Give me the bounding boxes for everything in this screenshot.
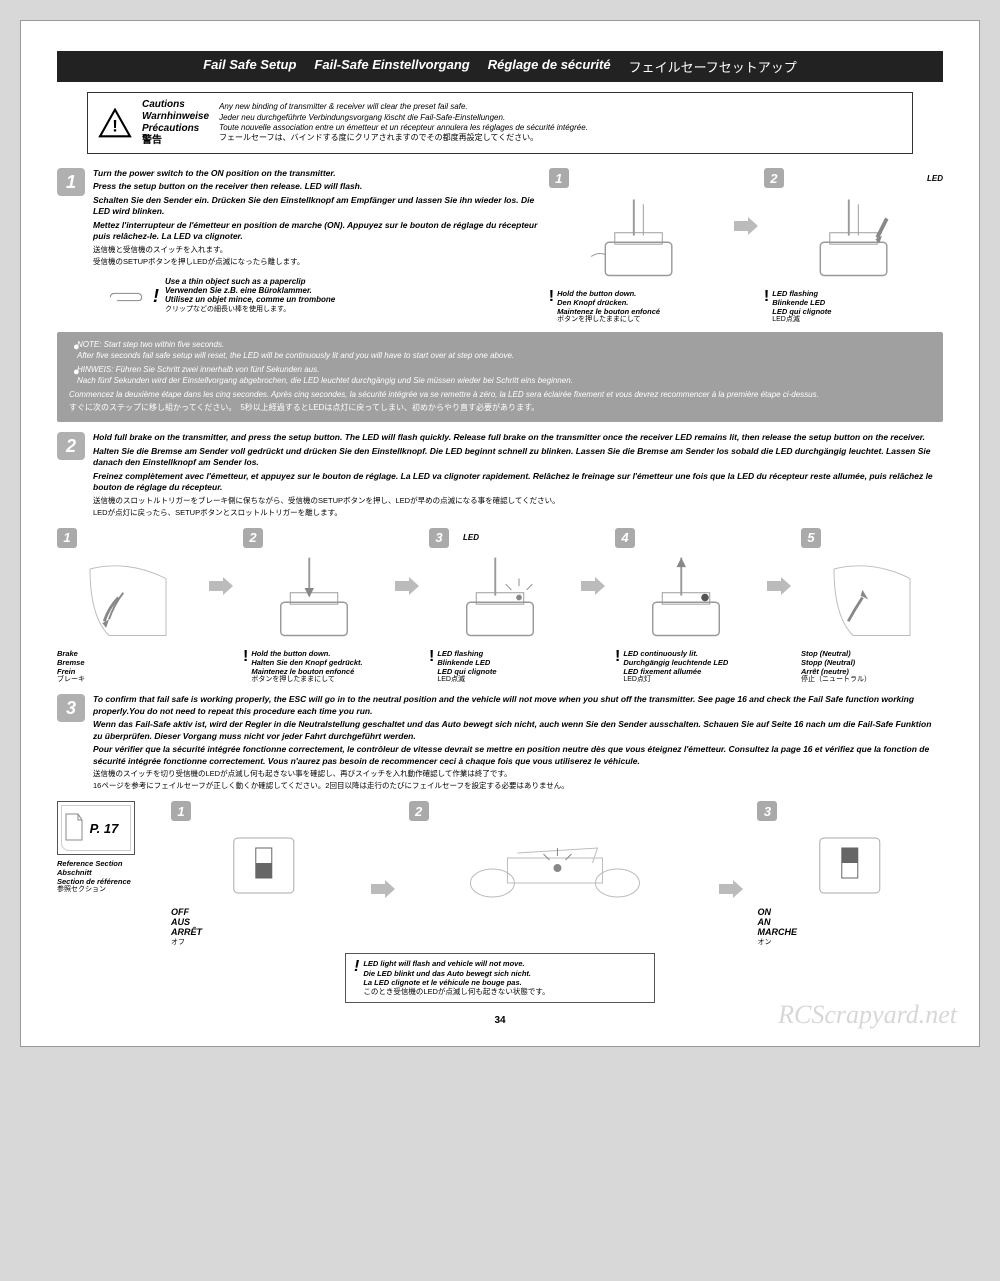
step-3-text: To confirm that fail safe is working pro… xyxy=(93,694,943,793)
exclamation-icon: ! xyxy=(764,289,769,324)
caution-title-jp: 警告 xyxy=(142,135,209,147)
svg-text:!: ! xyxy=(112,116,118,135)
timing-note: ● NOTE: Start step two within five secon… xyxy=(57,332,943,422)
caution-title-en: Cautions xyxy=(142,99,209,111)
step-number-1: 1 xyxy=(57,168,85,196)
arrow-right-icon xyxy=(719,880,743,898)
exclamation-icon: ! xyxy=(429,649,434,684)
switch-off-icon xyxy=(171,823,357,903)
warning-triangle-icon: ! xyxy=(98,108,132,138)
page-reference-icon: P. 17 xyxy=(57,801,135,855)
exclamation-icon: ! xyxy=(549,289,554,324)
transmitter-brake-icon xyxy=(57,550,199,645)
step-2: 2 Hold full brake on the transmitter, an… xyxy=(57,432,943,520)
header-jp: フェイルセーフセットアップ xyxy=(629,57,797,76)
receiver-led-flash-icon xyxy=(429,550,571,645)
reference-section: P. 17 Reference Section Abschnitt Sectio… xyxy=(57,801,157,894)
manual-page: Fail Safe Setup Fail-Safe Einstellvorgan… xyxy=(20,20,980,1047)
header-de: Fail-Safe Einstellvorgang xyxy=(314,57,469,76)
header-en: Fail Safe Setup xyxy=(203,57,296,76)
led-flash-note: ! LED light will flash and vehicle will … xyxy=(345,953,655,1003)
caution-text: Any new binding of transmitter & receive… xyxy=(219,102,588,144)
arrow-right-icon xyxy=(767,577,791,595)
paperclip-icon xyxy=(107,286,147,306)
step-number-2: 2 xyxy=(57,432,85,460)
caution-box: ! Cautions Warnhinweise Précautions 警告 A… xyxy=(87,92,913,154)
arrow-right-icon xyxy=(209,577,233,595)
receiver-diagram-icon xyxy=(549,190,728,285)
step-2-text: Hold full brake on the transmitter, and … xyxy=(93,432,943,520)
led-label: LED xyxy=(927,174,943,183)
exclamation-icon: ! xyxy=(153,287,159,305)
exclamation-icon: ! xyxy=(243,649,248,684)
step2-diagrams: 1 Brake Bremse Frein ブレーキ 2 ! Hold the b… xyxy=(57,528,943,684)
step1-fig1: 1 ! Hold the button down. Den Knopf drüc… xyxy=(549,168,728,324)
receiver-led-solid-icon xyxy=(615,550,757,645)
arrow-right-icon xyxy=(581,577,605,595)
caution-title-de: Warnhinweise xyxy=(142,111,209,123)
step-1-text: Turn the power switch to the ON position… xyxy=(93,168,539,269)
step1-fig2: 2 LED ! LED flashing Blinkende LED LED q… xyxy=(764,168,943,324)
exclamation-icon: ! xyxy=(354,959,359,997)
exclamation-icon: ! xyxy=(615,649,620,684)
page-number: 34 xyxy=(57,1015,943,1026)
arrow-right-icon xyxy=(734,217,758,235)
receiver-led-diagram-icon xyxy=(764,190,943,285)
header-fr: Réglage de sécurité xyxy=(488,57,611,76)
paperclip-tip: ! Use a thin object such as a paperclip … xyxy=(107,277,539,314)
step-3: 3 To confirm that fail safe is working p… xyxy=(57,694,943,793)
arrow-right-icon xyxy=(371,880,395,898)
arrow-right-icon xyxy=(395,577,419,595)
receiver-press-icon xyxy=(243,550,385,645)
caution-titles: Cautions Warnhinweise Précautions 警告 xyxy=(142,99,209,147)
switch-on-icon xyxy=(757,823,943,903)
caution-title-fr: Précautions xyxy=(142,123,209,135)
step-number-3: 3 xyxy=(57,694,85,722)
section-header: Fail Safe Setup Fail-Safe Einstellvorgan… xyxy=(57,51,943,82)
transmitter-neutral-icon xyxy=(801,550,943,645)
step-1: 1 Turn the power switch to the ON positi… xyxy=(57,168,539,269)
vehicle-diagram-icon xyxy=(409,823,706,903)
